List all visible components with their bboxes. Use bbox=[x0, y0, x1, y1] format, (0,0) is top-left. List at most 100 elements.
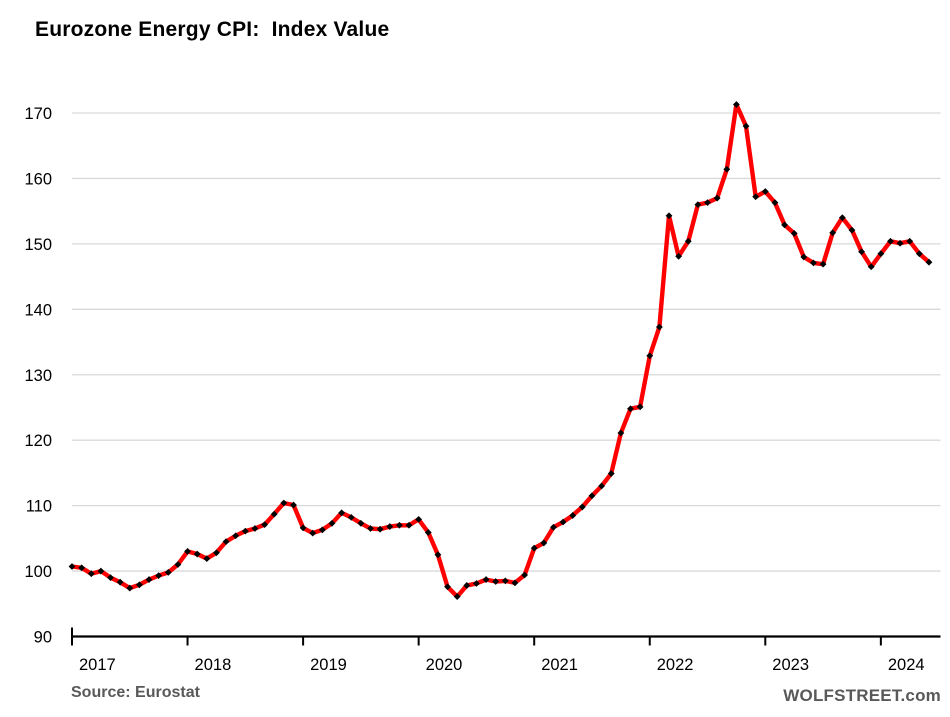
data-point-marker bbox=[232, 532, 240, 540]
data-point-marker bbox=[665, 212, 673, 220]
y-axis-tick-label: 90 bbox=[34, 629, 52, 647]
x-axis-tick-label: 2024 bbox=[888, 656, 925, 674]
data-point-marker bbox=[270, 510, 278, 518]
data-point-marker bbox=[704, 199, 711, 207]
data-point-marker bbox=[415, 515, 423, 523]
data-point-marker bbox=[925, 258, 933, 266]
data-point-marker bbox=[367, 525, 374, 532]
data-point-marker bbox=[655, 323, 663, 331]
data-point-marker bbox=[771, 199, 779, 207]
x-axis-tick-label: 2017 bbox=[79, 656, 116, 674]
data-point-marker bbox=[405, 521, 413, 529]
y-axis-tick-label: 140 bbox=[24, 301, 52, 319]
data-point-marker bbox=[511, 579, 519, 587]
data-point-marker bbox=[309, 529, 317, 537]
x-axis-tick-label: 2021 bbox=[541, 656, 578, 674]
data-point-marker bbox=[290, 501, 297, 509]
y-axis-tick-label: 120 bbox=[24, 432, 52, 450]
data-point-marker bbox=[887, 237, 894, 245]
data-point-marker bbox=[521, 571, 528, 579]
data-point-marker bbox=[463, 582, 471, 589]
chart-title: Eurozone Energy CPI: Index Value bbox=[35, 18, 390, 41]
data-point-marker bbox=[203, 555, 211, 563]
data-point-marker bbox=[184, 548, 191, 555]
data-point-marker bbox=[299, 524, 307, 532]
data-point-marker bbox=[501, 577, 509, 585]
data-point-marker bbox=[598, 482, 606, 490]
data-point-marker bbox=[838, 214, 846, 222]
x-axis-tick-label: 2018 bbox=[195, 656, 232, 674]
data-point-marker bbox=[453, 593, 461, 600]
data-point-marker bbox=[867, 263, 875, 271]
data-point-marker bbox=[761, 188, 769, 195]
data-point-marker bbox=[819, 260, 827, 268]
y-axis-tick-label: 150 bbox=[24, 236, 52, 254]
data-point-marker bbox=[848, 226, 856, 234]
data-point-marker bbox=[578, 503, 586, 511]
x-axis-tick-label: 2020 bbox=[426, 656, 463, 674]
data-point-marker bbox=[684, 237, 692, 245]
data-point-marker bbox=[530, 544, 538, 552]
data-point-marker bbox=[126, 584, 134, 592]
data-point-marker bbox=[347, 514, 355, 521]
data-point-marker bbox=[78, 564, 86, 572]
data-point-marker bbox=[116, 578, 124, 586]
data-point-marker bbox=[174, 561, 182, 568]
data-point-marker bbox=[588, 492, 596, 500]
data-point-marker bbox=[492, 578, 500, 585]
data-point-marker bbox=[733, 101, 740, 108]
data-point-marker bbox=[376, 525, 384, 533]
data-point-marker bbox=[164, 568, 172, 576]
data-point-marker bbox=[790, 230, 798, 237]
data-point-marker bbox=[280, 499, 288, 507]
data-point-marker bbox=[68, 563, 76, 570]
data-point-marker bbox=[906, 237, 914, 245]
y-axis-tick-label: 130 bbox=[24, 367, 52, 385]
data-point-marker bbox=[473, 580, 480, 587]
data-point-marker bbox=[607, 470, 615, 477]
branding-label: WOLFSTREET.com bbox=[783, 686, 941, 705]
y-axis-tick-label: 170 bbox=[24, 105, 52, 123]
y-axis-tick-label: 160 bbox=[24, 170, 52, 188]
data-point-marker bbox=[193, 550, 201, 558]
data-point-marker bbox=[915, 250, 923, 258]
data-point-marker bbox=[251, 525, 259, 532]
data-point-marker bbox=[155, 572, 163, 580]
data-point-marker bbox=[395, 521, 403, 529]
source-label: Source: Eurostat bbox=[71, 684, 200, 701]
data-point-marker bbox=[318, 526, 326, 534]
data-point-marker bbox=[241, 527, 249, 535]
x-axis-tick-label: 2022 bbox=[657, 656, 694, 674]
data-point-marker bbox=[424, 529, 432, 536]
data-point-marker bbox=[636, 403, 644, 411]
data-point-marker bbox=[694, 201, 702, 209]
data-point-marker bbox=[213, 549, 220, 557]
data-point-marker bbox=[87, 570, 95, 578]
data-point-marker bbox=[617, 429, 625, 437]
data-point-marker bbox=[752, 193, 760, 201]
y-axis-tick-label: 100 bbox=[24, 563, 52, 581]
data-point-marker bbox=[222, 538, 230, 546]
data-point-marker bbox=[559, 518, 567, 526]
x-axis-tick-label: 2019 bbox=[310, 656, 347, 674]
data-point-marker bbox=[145, 576, 153, 583]
data-point-marker bbox=[136, 581, 143, 589]
data-point-marker bbox=[781, 221, 788, 229]
data-point-marker bbox=[357, 519, 365, 527]
data-point-marker bbox=[858, 248, 865, 256]
data-point-marker bbox=[713, 194, 721, 202]
data-point-marker bbox=[97, 567, 105, 575]
y-axis-tick-label: 110 bbox=[26, 498, 52, 516]
data-point-marker bbox=[261, 521, 268, 529]
data-point-marker bbox=[434, 551, 442, 559]
data-point-marker bbox=[540, 539, 548, 547]
x-axis-tick-label: 2023 bbox=[772, 656, 809, 674]
data-point-marker bbox=[328, 519, 336, 527]
data-point-marker bbox=[550, 523, 557, 531]
data-point-marker bbox=[800, 253, 808, 261]
data-point-marker bbox=[829, 229, 837, 237]
data-point-marker bbox=[877, 250, 885, 258]
data-point-marker bbox=[569, 512, 577, 519]
